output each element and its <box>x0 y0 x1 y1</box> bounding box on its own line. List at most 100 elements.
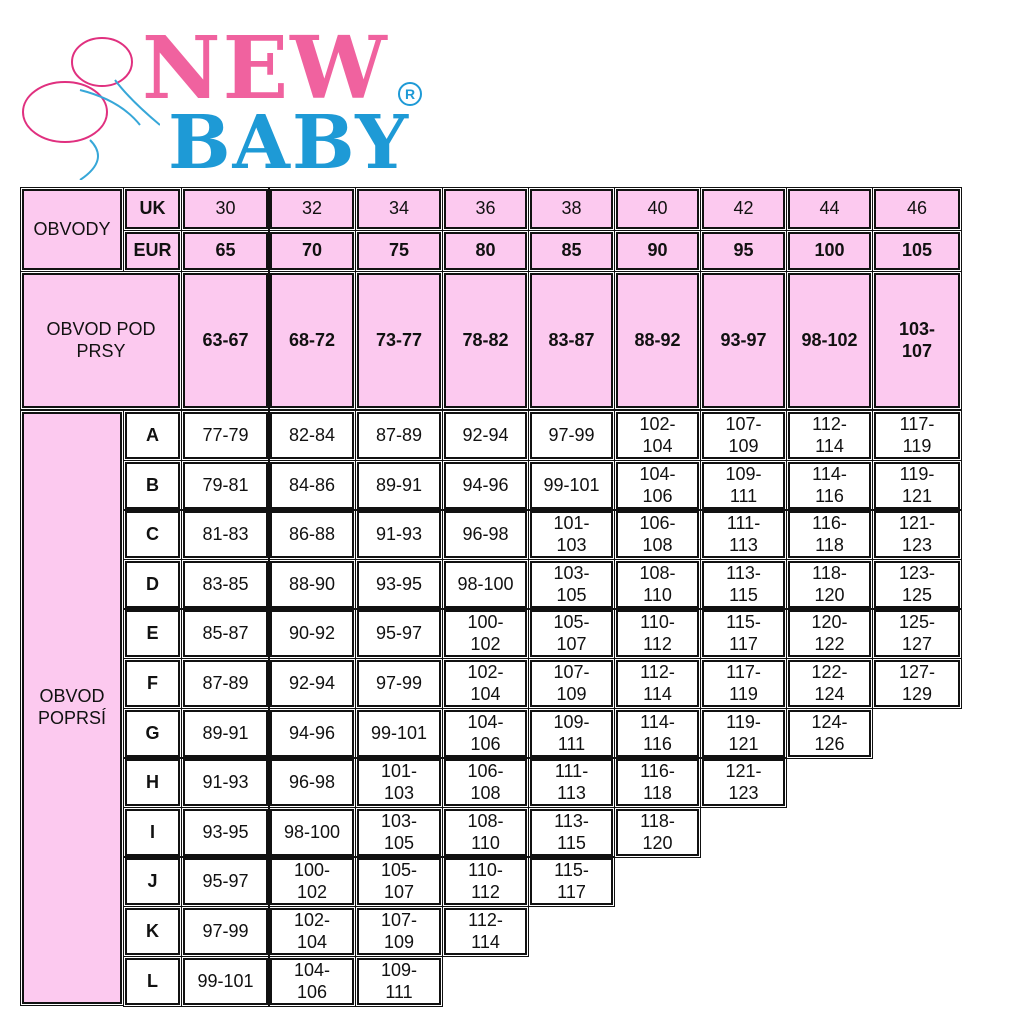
uk-size: 40 <box>614 187 701 231</box>
bust-range: 97-99 <box>355 658 443 709</box>
bust-range: 119-121 <box>872 460 962 511</box>
bust-range: 92-94 <box>268 658 356 709</box>
bust-range: 94-96 <box>442 460 529 511</box>
bust-range: 104-106 <box>442 708 529 759</box>
bust-range: 77-79 <box>181 410 270 461</box>
bust-range: 116-118 <box>786 509 873 560</box>
bust-range: 117-119 <box>872 410 962 461</box>
underbust-range: 78-82 <box>442 271 529 410</box>
bust-range: 99-101 <box>181 956 270 1007</box>
bust-range: 93-95 <box>355 559 443 610</box>
bust-range: 120-122 <box>786 608 873 659</box>
obvod-poprsi-label: OBVOD POPRSÍ <box>20 410 124 1006</box>
obvody-label: OBVODY <box>20 187 124 272</box>
bust-range: 122-124 <box>786 658 873 709</box>
bust-range: 113-115 <box>700 559 787 610</box>
bust-range: 101-103 <box>355 757 443 808</box>
eur-size: 70 <box>268 230 356 272</box>
bust-range: 87-89 <box>355 410 443 461</box>
bust-range: 99-101 <box>355 708 443 759</box>
bust-range: 110-112 <box>442 856 529 907</box>
cup-label: E <box>123 608 182 659</box>
bust-range: 111-113 <box>700 509 787 560</box>
uk-size: 44 <box>786 187 873 231</box>
bust-range: 124-126 <box>786 708 873 759</box>
cup-label: F <box>123 658 182 709</box>
bust-range: 102-104 <box>268 906 356 957</box>
bust-range: 102-104 <box>442 658 529 709</box>
cup-label: H <box>123 757 182 808</box>
bust-range: 119-121 <box>700 708 787 759</box>
eur-size: 80 <box>442 230 529 272</box>
bust-range: 85-87 <box>181 608 270 659</box>
bust-range: 117-119 <box>700 658 787 709</box>
bust-range: 106-108 <box>614 509 701 560</box>
underbust-range: 63-67 <box>181 271 270 410</box>
underbust-range: 73-77 <box>355 271 443 410</box>
eur-size: 85 <box>528 230 615 272</box>
bust-range: 100-102 <box>268 856 356 907</box>
bust-range: 107-109 <box>700 410 787 461</box>
obvod-pod-prsy-label: OBVOD POD PRSY <box>20 271 182 410</box>
bust-range: 103-105 <box>355 807 443 858</box>
cup-label: G <box>123 708 182 759</box>
eur-size: 65 <box>181 230 270 272</box>
underbust-range: 93-97 <box>700 271 787 410</box>
cup-label: J <box>123 856 182 907</box>
logo-text-new: NEW <box>142 18 389 119</box>
uk-size: 38 <box>528 187 615 231</box>
bust-range: 94-96 <box>268 708 356 759</box>
eur-label: EUR <box>123 230 182 272</box>
cup-label: I <box>123 807 182 858</box>
bust-range: 113-115 <box>528 807 615 858</box>
uk-label: UK <box>123 187 182 231</box>
bust-range: 112-114 <box>614 658 701 709</box>
bust-range: 111-113 <box>528 757 615 808</box>
bust-range: 88-90 <box>268 559 356 610</box>
bust-range: 125-127 <box>872 608 962 659</box>
bust-range: 84-86 <box>268 460 356 511</box>
bust-range: 104-106 <box>614 460 701 511</box>
bust-range: 83-85 <box>181 559 270 610</box>
uk-size: 46 <box>872 187 962 231</box>
bust-range: 112-114 <box>442 906 529 957</box>
underbust-range: 98-102 <box>786 271 873 410</box>
baby-illustration-icon <box>22 37 160 180</box>
bust-range: 107-109 <box>355 906 443 957</box>
bust-range: 106-108 <box>442 757 529 808</box>
eur-size: 90 <box>614 230 701 272</box>
bust-range: 127-129 <box>872 658 962 709</box>
bust-range: 109-111 <box>700 460 787 511</box>
cup-label: C <box>123 509 182 560</box>
bust-range: 82-84 <box>268 410 356 461</box>
bust-range: 116-118 <box>614 757 701 808</box>
bust-range: 115-117 <box>528 856 615 907</box>
new-baby-logo: NEW BABY R <box>20 20 430 180</box>
cup-label: L <box>123 956 182 1007</box>
bust-range: 81-83 <box>181 509 270 560</box>
bust-range: 97-99 <box>181 906 270 957</box>
bust-range: 98-100 <box>268 807 356 858</box>
bust-range: 102-104 <box>614 410 701 461</box>
eur-size: 95 <box>700 230 787 272</box>
underbust-range: 68-72 <box>268 271 356 410</box>
bust-range: 110-112 <box>614 608 701 659</box>
cup-label: B <box>123 460 182 511</box>
uk-size: 34 <box>355 187 443 231</box>
eur-size: 105 <box>872 230 962 272</box>
bust-range: 79-81 <box>181 460 270 511</box>
bust-range: 121-123 <box>700 757 787 808</box>
uk-size: 30 <box>181 187 270 231</box>
eur-size: 75 <box>355 230 443 272</box>
bust-range: 121-123 <box>872 509 962 560</box>
bust-range: 95-97 <box>355 608 443 659</box>
bust-range: 114-116 <box>786 460 873 511</box>
bust-range: 103-105 <box>528 559 615 610</box>
bust-range: 105-107 <box>528 608 615 659</box>
bust-range: 95-97 <box>181 856 270 907</box>
bust-range: 112-114 <box>786 410 873 461</box>
bust-range: 92-94 <box>442 410 529 461</box>
bust-range: 105-107 <box>355 856 443 907</box>
bust-range: 98-100 <box>442 559 529 610</box>
